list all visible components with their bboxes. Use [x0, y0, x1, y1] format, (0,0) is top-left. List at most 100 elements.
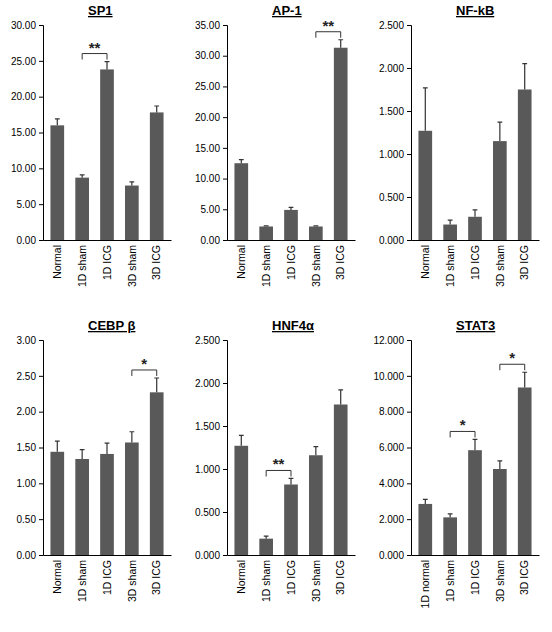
x-tick: 1D sham	[260, 555, 272, 602]
y-tick: 5.00	[17, 199, 43, 210]
x-tick-label: 1D ICG	[101, 560, 113, 595]
panel-title: STAT3	[456, 318, 495, 333]
y-axis-line	[223, 26, 228, 241]
panel-title: HNF4α	[272, 318, 314, 333]
y-tick-label: 2.50	[17, 371, 37, 382]
bar	[468, 217, 482, 240]
y-tick: 20.00	[195, 112, 227, 123]
bar	[50, 125, 64, 240]
y-tick-label: 10.00	[11, 163, 36, 174]
y-tick-mark	[407, 448, 411, 449]
y-tick-mark	[407, 240, 411, 241]
y-tick-label: 30.00	[195, 50, 220, 61]
bar	[150, 112, 164, 240]
bar	[75, 178, 89, 240]
y-tick: 25.00	[11, 56, 43, 67]
y-tick-label: 5.00	[17, 199, 37, 210]
error-bar	[338, 40, 343, 48]
y-tick-label: 0.000	[195, 550, 220, 561]
bar	[468, 450, 482, 555]
x-tick-label: 3D ICG	[334, 560, 346, 595]
error-bar	[55, 119, 60, 125]
y-tick-label: 2.00	[17, 406, 37, 417]
y-tick-label: 2.000	[195, 378, 220, 389]
panel: 0.0002.0004.0006.0008.00010.00012.0001D …	[373, 318, 539, 608]
y-axis: 0.0000.5001.0001.5002.0002.500	[379, 20, 412, 246]
y-tick-mark	[39, 340, 43, 341]
panel: 0.00 5.00 10.00 15.00 20.00 25.00 30.00 Normal 1…	[11, 3, 172, 287]
y-tick-label: 20.00	[11, 91, 36, 102]
marks	[234, 390, 347, 555]
y-axis: 0.0000.5001.0001.5002.0002.500	[195, 335, 228, 561]
bar	[125, 442, 139, 555]
bar	[418, 131, 432, 240]
bar	[150, 392, 164, 555]
x-axis: Normal1D sham1D ICG3D sham3D ICG	[228, 240, 356, 287]
x-tick: Normal	[235, 555, 247, 594]
x-tick-label: 3D ICG	[334, 245, 346, 280]
y-tick: 4.000	[379, 478, 411, 489]
error-bar	[423, 88, 428, 131]
x-tick: Normal	[51, 240, 63, 279]
y-tick-mark	[39, 376, 43, 377]
error-bar	[497, 122, 502, 141]
y-tick-label: 1.00	[17, 478, 37, 489]
y-axis: 0.000.501.001.502.002.503.00	[17, 335, 44, 561]
y-tick-label: 20.00	[195, 112, 220, 123]
y-tick: 0.00	[17, 235, 43, 246]
y-tick-mark	[223, 209, 227, 210]
bar	[443, 517, 457, 555]
x-tick: 1D normal	[419, 555, 431, 608]
x-tick: 3D ICG	[150, 555, 162, 595]
x-tick-label: 3D ICG	[518, 245, 530, 280]
y-tick: 0.50	[17, 514, 43, 525]
x-tick: 3D sham	[494, 555, 506, 602]
bar	[284, 210, 298, 240]
y-tick-mark	[39, 133, 43, 134]
y-tick-mark	[407, 555, 411, 556]
x-tick: Normal	[419, 240, 431, 279]
y-tick: 2.500	[195, 335, 227, 346]
y-tick-mark	[223, 383, 227, 384]
bar	[309, 455, 323, 555]
y-tick-mark	[39, 483, 43, 484]
y-tick-label: 4.000	[379, 478, 404, 489]
bar	[259, 539, 273, 555]
y-tick: 2.00	[17, 406, 43, 417]
y-axis-line	[39, 341, 44, 556]
y-tick-label: 0.00	[17, 235, 37, 246]
y-tick: 1.00	[17, 478, 43, 489]
error-bar	[239, 160, 244, 164]
y-tick-label: 8.000	[379, 406, 404, 417]
y-axis-line	[407, 341, 412, 556]
bar	[125, 186, 139, 240]
bar	[309, 226, 323, 240]
error-bar	[473, 439, 478, 450]
x-tick-label: 1D normal	[419, 560, 431, 608]
y-tick-label: 0.50	[17, 514, 37, 525]
x-tick: 1D ICG	[101, 555, 113, 595]
x-tick: 1D ICG	[469, 555, 481, 595]
y-tick-mark	[223, 240, 227, 241]
significance-label: *	[509, 349, 515, 366]
y-tick: 25.00	[195, 81, 227, 92]
x-tick: 3D sham	[126, 240, 138, 287]
y-tick: 0.00	[201, 235, 227, 246]
x-tick-label: 3D ICG	[518, 560, 530, 595]
bar	[75, 459, 89, 555]
y-tick: 10.000	[373, 371, 411, 382]
y-tick-label: 30.00	[11, 20, 36, 31]
x-tick-label: 1D sham	[76, 245, 88, 287]
significance-label: *	[460, 416, 466, 433]
y-tick-label: 5.00	[201, 204, 221, 215]
error-bar	[154, 378, 159, 392]
x-axis: Normal1D sham1D ICG3D sham3D ICG	[44, 240, 172, 287]
y-tick-label: 25.00	[195, 81, 220, 92]
y-tick-label: 2.500	[379, 20, 404, 31]
x-tick: Normal	[51, 555, 63, 594]
x-tick: 1D sham	[444, 555, 456, 602]
y-tick-label: 15.00	[11, 127, 36, 138]
error-bar	[55, 441, 60, 452]
y-tick: 12.000	[373, 335, 411, 346]
y-tick: 2.000	[195, 378, 227, 389]
